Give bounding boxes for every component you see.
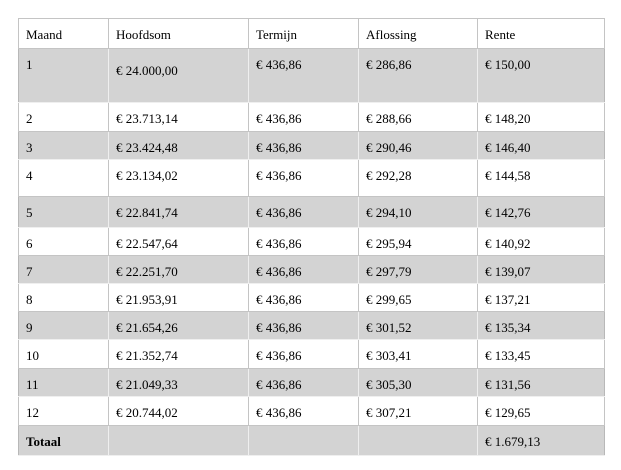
table-cell: € 307,21 [358,396,478,426]
table-row: 7 € 22.251,70 € 436,86 € 297,79 € 139,07 [18,255,605,284]
table-cell: 5 [18,196,109,228]
table-cell: 10 [18,339,109,369]
table-cell: 4 [18,159,109,197]
table-cell: € 21.352,74 [108,339,249,369]
table-cell: € 436,86 [248,131,359,160]
table-cell: 12 [18,396,109,426]
amortization-table: Maand Hoofdsom Termijn Aflossing Rente 1 € 24.… [18,18,605,456]
table-cell: € 129,65 [477,396,605,426]
table-cell: € 137,21 [477,283,605,312]
table-cell: € 142,76 [477,196,605,228]
table-cell: Rente [477,18,605,49]
table-cell: 1 [18,48,109,103]
table-cell: € 21.654,26 [108,311,249,340]
table-cell: € 436,86 [248,196,359,228]
table-cell: € 1.679,13 [477,425,605,456]
table-cell: € 436,86 [248,339,359,369]
table-cell: € 21.953,91 [108,283,249,312]
table-cell: 3 [18,131,109,160]
table-row: Totaal € 1.679,13 [18,425,605,456]
table-cell: € 22.251,70 [108,255,249,284]
table-cell: € 135,34 [477,311,605,340]
table-row: 6 € 22.547,64 € 436,86 € 295,94 € 140,92 [18,227,605,256]
table-row: 2 € 23.713,14 € 436,86 € 288,66 € 148,20 [18,102,605,132]
table-cell [358,425,478,456]
table-cell: € 20.744,02 [108,396,249,426]
table-cell [248,425,359,456]
table-cell: € 140,92 [477,227,605,256]
table-cell: € 139,07 [477,255,605,284]
table-row: 1 € 24.000,00 € 436,86 € 286,86 € 150,00 [18,48,605,103]
table-cell: € 301,52 [358,311,478,340]
table-cell: € 150,00 [477,48,605,103]
table-cell: € 294,10 [358,196,478,228]
table-cell: 8 [18,283,109,312]
table-cell: 9 [18,311,109,340]
table-cell: € 290,46 [358,131,478,160]
table-cell: € 23.424,48 [108,131,249,160]
table-row: 12 € 20.744,02 € 436,86 € 307,21 € 129,65 [18,396,605,426]
table-cell: € 436,86 [248,283,359,312]
table-cell: € 297,79 [358,255,478,284]
table-cell: Hoofdsom [108,18,249,49]
table-cell: € 22.547,64 [108,227,249,256]
table-row: 8 € 21.953,91 € 436,86 € 299,65 € 137,21 [18,283,605,312]
table-cell: € 21.049,33 [108,368,249,397]
table-cell: € 436,86 [248,396,359,426]
table-cell [108,425,249,456]
table-cell: € 436,86 [248,311,359,340]
table-cell: 7 [18,255,109,284]
table-cell: Maand [18,18,109,49]
table-cell: 6 [18,227,109,256]
table-row: 5 € 22.841,74 € 436,86 € 294,10 € 142,76 [18,196,605,228]
table-cell: € 24.000,00 [108,48,249,103]
table-cell: € 299,65 [358,283,478,312]
table-cell: € 133,45 [477,339,605,369]
table-cell: € 436,86 [248,48,359,103]
table-cell: € 131,56 [477,368,605,397]
table-row: 11 € 21.049,33 € 436,86 € 305,30 € 131,56 [18,368,605,397]
table-cell: Totaal [18,425,109,456]
table-cell: € 436,86 [248,102,359,132]
table-cell: € 436,86 [248,159,359,197]
table-row: Maand Hoofdsom Termijn Aflossing Rente [18,18,605,49]
table-cell: € 23.713,14 [108,102,249,132]
table-cell: € 305,30 [358,368,478,397]
table-row: 9 € 21.654,26 € 436,86 € 301,52 € 135,34 [18,311,605,340]
table-row: 4 € 23.134,02 € 436,86 € 292,28 € 144,58 [18,159,605,197]
table-cell: € 436,86 [248,368,359,397]
table-cell: € 295,94 [358,227,478,256]
table-cell: € 288,66 [358,102,478,132]
table-cell: Aflossing [358,18,478,49]
table-cell: € 286,86 [358,48,478,103]
table-cell: € 144,58 [477,159,605,197]
table-cell: € 303,41 [358,339,478,369]
table-cell: € 23.134,02 [108,159,249,197]
table-row: 3 € 23.424,48 € 436,86 € 290,46 € 146,40 [18,131,605,160]
table-cell: 2 [18,102,109,132]
table-cell: € 22.841,74 [108,196,249,228]
table-cell: Termijn [248,18,359,49]
table-cell: 11 [18,368,109,397]
table-cell: € 292,28 [358,159,478,197]
table-cell: € 146,40 [477,131,605,160]
table-cell: € 436,86 [248,255,359,284]
table-cell: € 436,86 [248,227,359,256]
table-cell: € 148,20 [477,102,605,132]
table-body: Maand Hoofdsom Termijn Aflossing Rente 1 € 24.… [18,18,605,456]
table-row: 10 € 21.352,74 € 436,86 € 303,41 € 133,45 [18,339,605,369]
